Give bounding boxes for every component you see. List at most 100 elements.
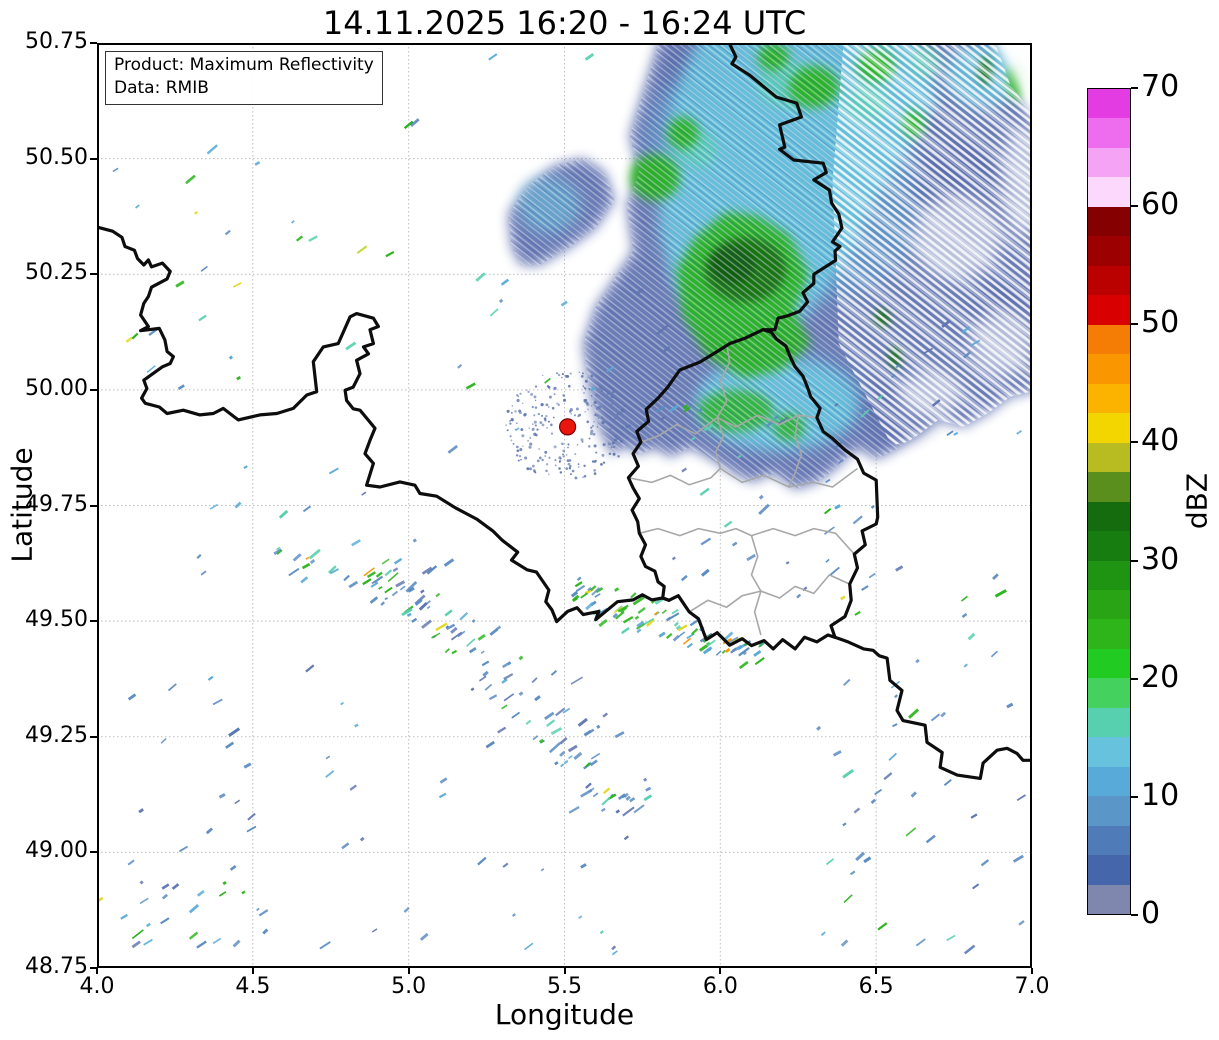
y-tick-mark xyxy=(90,967,97,969)
attenuation-streaks xyxy=(832,43,1032,446)
x-axis-label: Longitude xyxy=(494,998,635,1031)
y-tick-label: 49.25 xyxy=(25,722,88,748)
x-tick-label: 4.0 xyxy=(79,974,115,999)
colorbar-segment xyxy=(1088,89,1130,119)
annotation-box: Product: Maximum Reflectivity Data: RMIB xyxy=(105,51,383,105)
admin-border-line xyxy=(750,535,762,636)
y-tick-label: 49.00 xyxy=(25,838,88,864)
y-tick-label: 49.75 xyxy=(25,491,88,517)
colorbar-segment xyxy=(1088,236,1130,266)
radar-site-marker xyxy=(559,418,577,436)
colorbar-tick-label: 50 xyxy=(1141,305,1180,341)
x-tick-mark xyxy=(407,968,410,974)
y-tick-mark xyxy=(90,388,97,391)
colorbar-segment xyxy=(1088,766,1130,797)
figure-title: 14.11.2025 16:20 - 16:24 UTC xyxy=(322,4,807,42)
colorbar-tick-label: 0 xyxy=(1141,896,1161,931)
colorbar-tick-mark xyxy=(1131,87,1138,89)
colorbar-segment xyxy=(1088,442,1130,473)
x-tick-label: 5.0 xyxy=(391,974,427,999)
colorbar-segment xyxy=(1088,118,1130,148)
colorbar-segment xyxy=(1088,413,1130,443)
colorbar-segment xyxy=(1088,383,1130,414)
colorbar-segment xyxy=(1088,825,1130,856)
colorbar-segment xyxy=(1088,354,1130,384)
scattered-echo-speckles xyxy=(97,52,1026,956)
admin-border-line xyxy=(640,414,817,443)
colorbar-segment xyxy=(1088,324,1130,355)
colorbar-segment xyxy=(1088,884,1130,915)
plot-frame xyxy=(97,43,1032,968)
colorbar-segment xyxy=(1088,737,1130,767)
colorbar-tick-mark xyxy=(1131,677,1138,680)
colorbar-segment xyxy=(1088,501,1130,532)
country-border-line xyxy=(727,43,844,332)
country-border-line xyxy=(833,635,1032,781)
admin-borders xyxy=(628,343,858,636)
admin-border-line xyxy=(639,527,855,555)
country-border-line xyxy=(626,328,880,651)
colorbar-tick-mark xyxy=(1131,559,1138,562)
x-tick-label: 7.0 xyxy=(1014,974,1050,999)
colorbar-segment xyxy=(1088,560,1130,590)
colorbar-tick-label: 40 xyxy=(1141,423,1180,459)
country-borders xyxy=(97,43,1032,781)
colorbar xyxy=(1087,88,1131,915)
colorbar-tick-label: 20 xyxy=(1141,659,1180,695)
y-tick-mark xyxy=(90,620,97,623)
colorbar-segment xyxy=(1088,648,1130,679)
annotation-data-line: Data: RMIB xyxy=(114,78,209,98)
x-tick-mark xyxy=(96,968,98,974)
colorbar-segment xyxy=(1088,707,1130,738)
x-tick-mark xyxy=(563,968,566,974)
y-tick-mark xyxy=(90,273,97,276)
x-tick-label: 5.5 xyxy=(547,974,582,999)
colorbar-tick-mark xyxy=(1131,205,1138,208)
y-tick-label: 50.00 xyxy=(25,375,88,401)
colorbar-label: dBZ xyxy=(1180,472,1214,530)
y-tick-label: 50.50 xyxy=(25,144,88,170)
colorbar-segment xyxy=(1088,177,1130,207)
colorbar-segment xyxy=(1088,589,1130,620)
x-tick-mark xyxy=(719,968,722,974)
country-border-line xyxy=(97,225,671,624)
colorbar-segment xyxy=(1088,619,1130,649)
x-tick-mark xyxy=(251,968,254,974)
x-tick-label: 4.5 xyxy=(235,974,271,999)
annotation-product-line: Product: Maximum Reflectivity xyxy=(114,55,374,75)
colorbar-segment xyxy=(1088,206,1130,237)
colorbar-segment xyxy=(1088,472,1130,502)
y-tick-mark xyxy=(90,42,97,44)
x-tick-mark xyxy=(1031,968,1033,974)
admin-border-line xyxy=(714,343,731,469)
y-tick-label: 48.75 xyxy=(25,954,88,979)
colorbar-segment xyxy=(1088,678,1130,708)
colorbar-tick-mark xyxy=(1131,795,1138,798)
colorbar-tick-mark xyxy=(1131,914,1138,916)
colorbar-tick-mark xyxy=(1131,441,1138,444)
colorbar-tick-label: 60 xyxy=(1141,187,1180,223)
attenuation-wedge xyxy=(997,43,1032,118)
colorbar-segment xyxy=(1088,855,1130,885)
colorbar-tick-label: 30 xyxy=(1141,541,1180,577)
colorbar-segment xyxy=(1088,265,1130,296)
colorbar-segment xyxy=(1088,295,1130,325)
y-tick-label: 49.50 xyxy=(25,607,88,633)
map-plot xyxy=(97,43,1032,968)
colorbar-segment xyxy=(1088,147,1130,178)
admin-border-line xyxy=(788,415,803,488)
colorbar-tick-mark xyxy=(1131,323,1138,326)
colorbar-segment xyxy=(1088,531,1130,561)
y-tick-label: 50.75 xyxy=(25,29,88,54)
y-tick-mark xyxy=(90,157,97,160)
y-tick-mark xyxy=(90,851,97,854)
colorbar-segment xyxy=(1088,796,1130,826)
y-tick-label: 50.25 xyxy=(25,260,88,286)
x-tick-mark xyxy=(875,968,878,974)
x-tick-label: 6.0 xyxy=(702,974,738,999)
x-tick-label: 6.5 xyxy=(858,974,894,999)
admin-border-line xyxy=(688,574,851,613)
admin-border-line xyxy=(628,467,858,488)
colorbar-tick-label: 10 xyxy=(1141,777,1180,813)
